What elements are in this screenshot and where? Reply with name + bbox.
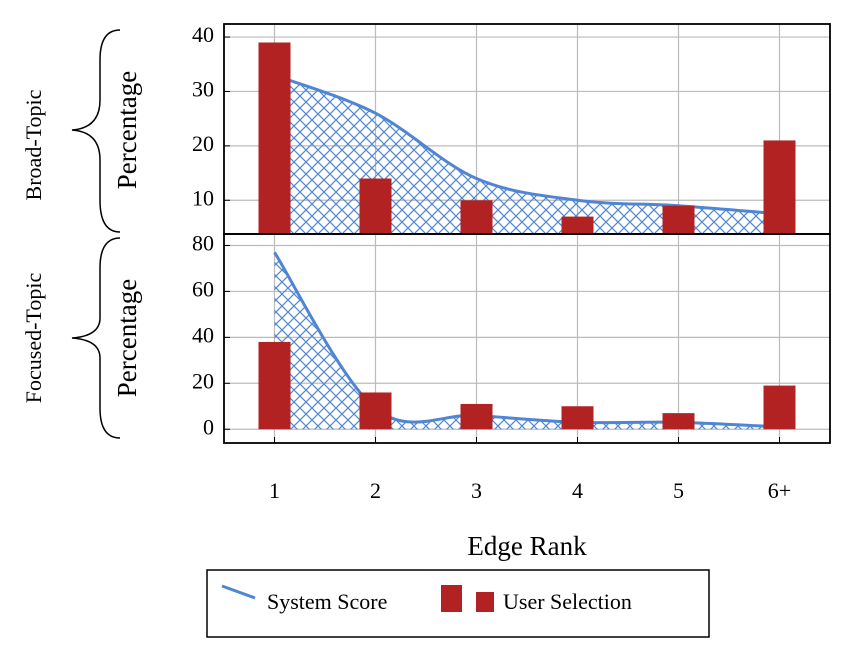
brace <box>71 29 121 233</box>
bar <box>561 406 594 430</box>
y-tick-label: 40 <box>192 322 214 347</box>
y-tick-label: 20 <box>192 131 214 156</box>
group-label: Broad-Topic <box>21 89 46 200</box>
legend-label: User Selection <box>503 589 632 614</box>
x-tick-label: 2 <box>370 478 381 503</box>
y-tick-label: 80 <box>192 231 214 256</box>
group-label: Focused-Topic <box>21 273 46 404</box>
bar <box>662 413 695 430</box>
bar <box>662 205 695 234</box>
area-fill <box>274 75 780 234</box>
legend-box <box>206 569 710 638</box>
y-tick-label: 40 <box>192 22 214 47</box>
bar <box>359 178 392 234</box>
x-tick-label: 4 <box>572 478 583 503</box>
legend-line-swatch <box>221 584 256 600</box>
y-axis-label: Percentage <box>112 279 142 397</box>
bar <box>763 385 796 430</box>
plot-frame <box>223 233 831 444</box>
x-tick-label: 6+ <box>768 478 791 503</box>
y-tick-label: 60 <box>192 276 214 301</box>
legend-bar-swatch <box>441 585 462 612</box>
x-axis-label: Edge Rank <box>467 531 587 561</box>
bar <box>460 200 493 234</box>
brace <box>71 237 121 439</box>
legend-label: System Score <box>267 589 387 614</box>
x-tick-label: 3 <box>471 478 482 503</box>
y-axis-label: Percentage <box>112 71 142 189</box>
bar <box>258 42 291 235</box>
y-tick-label: 30 <box>192 77 214 102</box>
y-tick-label: 10 <box>192 185 214 210</box>
bar <box>258 341 291 430</box>
y-tick-label: 20 <box>192 368 214 393</box>
bar <box>460 403 493 430</box>
bar <box>561 216 594 234</box>
plots: 10 20 30 40 0 20 40 60 80 1 2 3 4 5 6+ <box>192 22 831 503</box>
bar <box>359 392 392 430</box>
bar <box>763 140 796 234</box>
legend-bar-swatch <box>476 592 494 612</box>
area-fill <box>274 252 780 430</box>
x-tick-label: 1 <box>269 478 280 503</box>
x-tick-label: 5 <box>673 478 684 503</box>
y-tick-label: 0 <box>203 414 214 439</box>
